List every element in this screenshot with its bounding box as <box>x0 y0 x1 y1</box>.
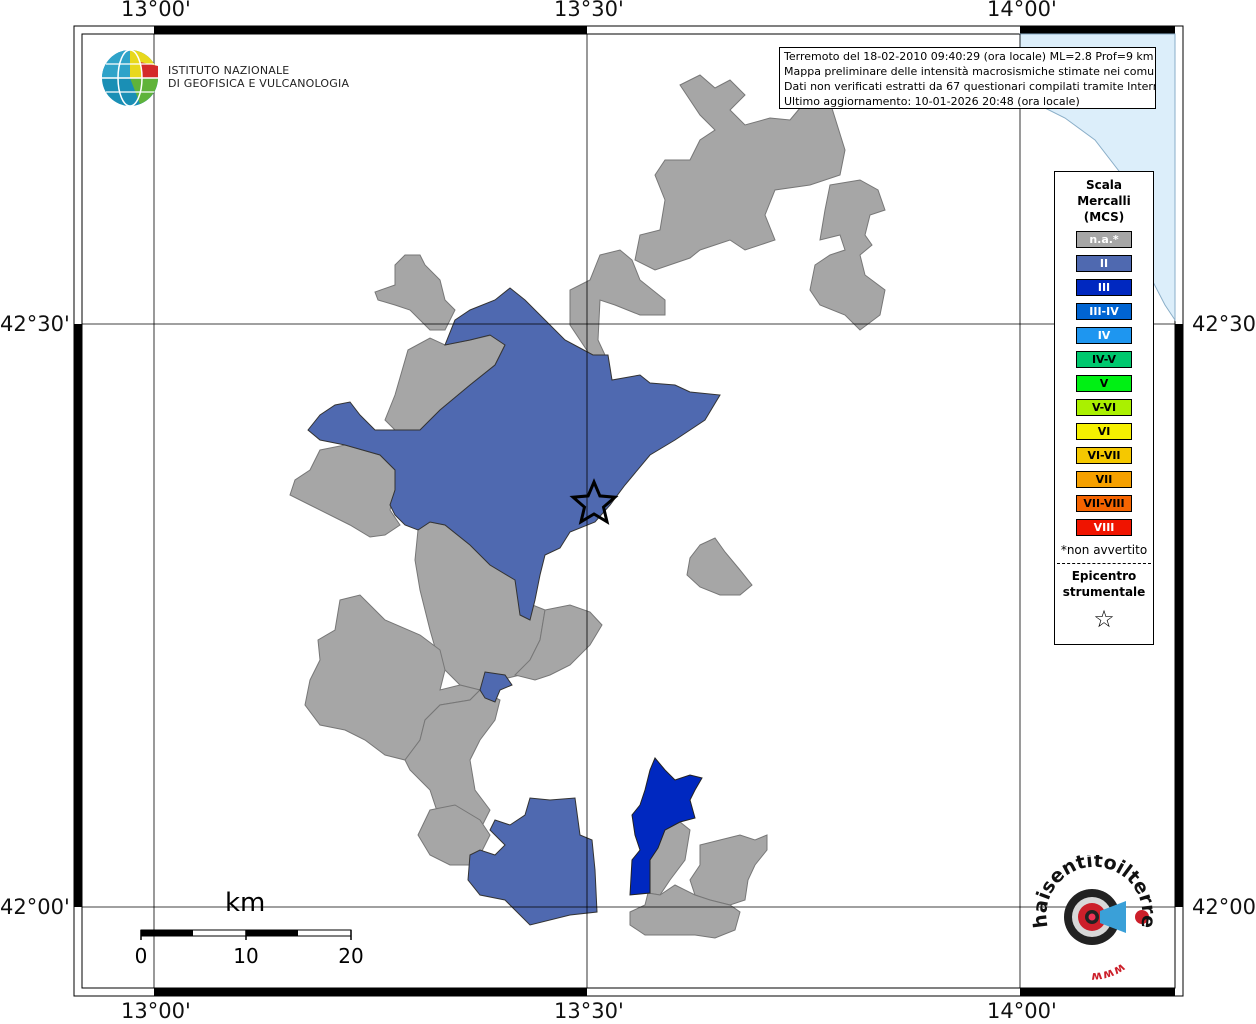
legend-epicenter-line1: Epicentro <box>1071 569 1137 583</box>
scale-label-20: 20 <box>338 944 364 968</box>
legend-item: VI-VII <box>1076 447 1132 464</box>
map-inner-frame <box>81 33 1176 989</box>
legend-item: VI <box>1076 423 1132 440</box>
legend-item: VII-VIII <box>1076 495 1132 512</box>
legend-items: n.a.* II III III-IV IV IV-V V V-VI VI VI-VII VII VI… <box>1055 231 1153 536</box>
municipality <box>307 287 721 621</box>
municipalities-not-available <box>289 74 886 939</box>
legend-item: VIII <box>1076 519 1132 536</box>
lat-label-right-4200: 42°00' <box>1192 895 1256 919</box>
municipality <box>809 179 886 331</box>
legend-item: III-IV <box>1076 303 1132 320</box>
event-info-line2: Mappa preliminare delle intensità macros… <box>784 65 1156 78</box>
lon-label-bottom-1330: 13°30' <box>554 999 624 1023</box>
municipality <box>634 74 846 271</box>
legend-epicenter-title: Epicentro strumentale <box>1055 568 1153 600</box>
epicenter-star-icon: ☆ <box>1093 605 1115 633</box>
municipality-intensity-III <box>629 757 703 896</box>
municipality <box>629 884 741 939</box>
legend-title: Scala Mercalli (MCS) <box>1055 177 1153 225</box>
legend-item: II <box>1076 255 1132 272</box>
event-info-line3: Dati non verificati estratti da 67 quest… <box>784 80 1156 93</box>
legend-item: IV-V <box>1076 351 1132 368</box>
event-info-box: Terremoto del 18-02-2010 09:40:29 (ora l… <box>779 47 1156 109</box>
lon-label-top-1330: 13°30' <box>554 0 624 21</box>
institute-name-line2: DI GEOFISICA E VULCANOLOGIA <box>168 77 350 90</box>
legend-note: *non avvertito <box>1060 543 1148 557</box>
haisentito-logo: haisentitoilterremoto.it www. <box>1030 855 1160 980</box>
institute-name-line1: ISTITUTO NAZIONALE <box>168 64 290 77</box>
legend-item: VII <box>1076 471 1132 488</box>
event-info-line1: Terremoto del 18-02-2010 09:40:29 (ora l… <box>784 50 1154 63</box>
municipality <box>569 249 666 356</box>
institute-name: ISTITUTO NAZIONALE DI GEOFISICA E VULCAN… <box>168 64 349 90</box>
frame-ticks <box>74 26 1183 996</box>
lon-label-bottom-1300: 13°00' <box>121 999 191 1023</box>
lat-label-right-4230: 42°30' <box>1192 312 1256 336</box>
lat-label-left-4200: 42°00' <box>0 895 70 919</box>
lon-label-top-1400: 14°00' <box>987 0 1057 21</box>
municipality <box>467 797 598 926</box>
legend-item: III <box>1076 279 1132 296</box>
legend-epicenter-line2: strumentale <box>1062 585 1146 599</box>
legend-separator <box>1057 563 1151 564</box>
graticule <box>82 34 1175 988</box>
legend-item: V-VI <box>1076 399 1132 416</box>
scale-unit: km <box>225 888 266 918</box>
lon-label-top-1300: 13°00' <box>121 0 191 21</box>
lat-label-left-4230: 42°30' <box>0 312 70 336</box>
municipality <box>374 254 456 331</box>
scale-bar <box>140 929 352 940</box>
legend-title-line3: (MCS) <box>1083 210 1125 224</box>
municipalities-intensity-II <box>307 287 721 926</box>
legend-title-line1: Scala <box>1085 178 1123 192</box>
municipality <box>479 671 513 703</box>
legend-item: IV <box>1076 327 1132 344</box>
event-info-line4: Ultimo aggiornamento: 10-01-2026 20:48 (… <box>784 95 1080 108</box>
municipality <box>689 834 768 906</box>
municipality <box>686 537 753 596</box>
mcs-legend: Scala Mercalli (MCS) n.a.* II III III-IV IV I… <box>1054 171 1154 645</box>
scale-label-10: 10 <box>233 944 259 968</box>
epicenter-star <box>569 478 619 525</box>
legend-item: V <box>1076 375 1132 392</box>
lon-label-bottom-1400: 14°00' <box>987 999 1057 1023</box>
ingv-globe-icon <box>102 49 158 107</box>
legend-item: n.a.* <box>1076 231 1132 248</box>
legend-title-line2: Mercalli <box>1077 194 1131 208</box>
scale-label-0: 0 <box>134 944 148 968</box>
